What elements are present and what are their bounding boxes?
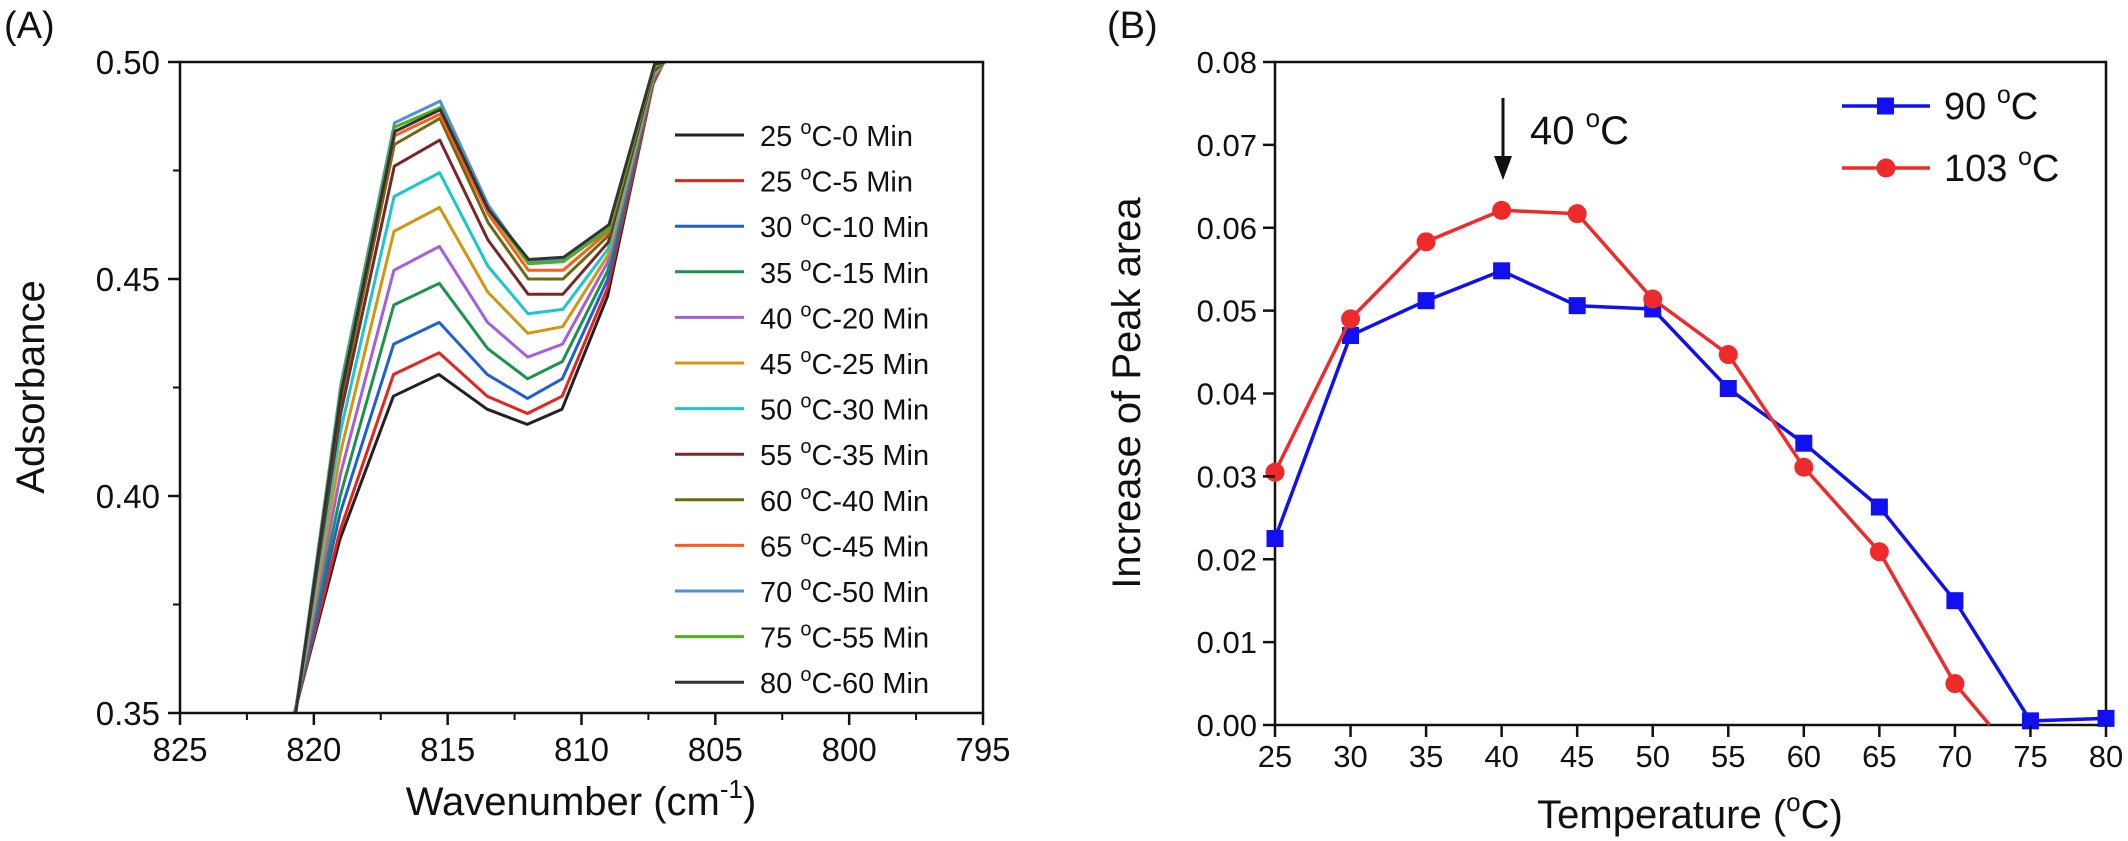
panel-a-series-group <box>292 62 666 713</box>
panel-b-legend: 90 oC 103 oC <box>1842 81 2059 190</box>
legend-label-9: 60 oC-40 Min <box>760 482 929 518</box>
x-tick-label: 30 <box>1333 739 1367 774</box>
y-tick-label: 0.35 <box>96 695 160 732</box>
y-tick-label: 0.06 <box>1197 211 1257 246</box>
y-tick-label: 0.00 <box>1197 708 1257 743</box>
panel-a-y-axis-title: Adsorbance <box>9 280 53 493</box>
data-point-square <box>1719 380 1737 398</box>
y-tick-label: 0.45 <box>96 261 160 298</box>
x-tick-label: 25 <box>1258 739 1292 774</box>
panel-b-series-group <box>1265 200 2115 730</box>
x-tick-label: 800 <box>822 731 877 768</box>
legend-label-2: 25 oC-5 Min <box>760 163 913 199</box>
x-tick-label: 75 <box>2013 739 2047 774</box>
series-line-2 <box>1273 208 1992 727</box>
data-point-circle <box>1416 232 1436 252</box>
x-tick-label: 40 <box>1484 739 1518 774</box>
panel-b-y-axis-title: Increase of Peak area <box>1105 197 1149 589</box>
panel-a-y-axis: 0.35 0.40 0.45 0.50 <box>96 44 180 732</box>
legend-label-13: 80 oC-60 Min <box>760 664 929 700</box>
x-tick-label: 55 <box>1711 739 1745 774</box>
x-tick-label: 35 <box>1409 739 1443 774</box>
annotation-arrow-head-icon <box>1494 156 1512 180</box>
legend-marker-square <box>1877 97 1894 115</box>
y-tick-label: 0.03 <box>1197 459 1257 494</box>
data-point-square <box>2021 712 2039 730</box>
x-tick-label: 70 <box>1938 739 1972 774</box>
panel-a-legend: 25 oC-0 Min 25 oC-5 Min 30 oC-10 Min 35 oC-… <box>675 117 929 700</box>
series-line-7 <box>293 62 666 713</box>
legend-label-2: 103 oC <box>1944 143 2059 190</box>
data-point-circle <box>1643 289 1663 309</box>
x-tick-label: 820 <box>286 731 341 768</box>
y-tick-label: 0.08 <box>1197 45 1257 80</box>
series-line-1 <box>1273 269 2107 723</box>
x-tick-label: 825 <box>152 731 207 768</box>
data-point-circle <box>1492 200 1512 220</box>
panel-b-x-axis-title: Temperature (oC) <box>1537 787 1843 837</box>
panel-a-chart: (A) 825 820 815 810 805 800 795 0.350.400.450.… <box>4 5 1011 824</box>
x-tick-label: 50 <box>1635 739 1669 774</box>
legend-label-11: 70 oC-50 Min <box>760 573 929 609</box>
data-point-square <box>1568 297 1586 315</box>
data-point-square <box>1795 434 1813 452</box>
legend-label-1: 25 oC-0 Min <box>760 117 913 153</box>
panel-a-label: (A) <box>4 5 55 47</box>
legend-label-8: 55 oC-35 Min <box>760 436 929 472</box>
legend-label-5: 40 oC-20 Min <box>760 299 929 335</box>
series-line-13 <box>294 62 666 713</box>
data-point-circle <box>1567 204 1587 224</box>
data-point-square <box>1493 262 1511 280</box>
legend-label-1: 90 oC <box>1944 81 2038 128</box>
data-point-circle <box>1718 345 1738 365</box>
legend-label-7: 50 oC-30 Min <box>760 391 929 427</box>
legend-label-10: 65 oC-45 Min <box>760 527 929 563</box>
panel-a-x-axis-title: Wavenumber (cm-1) <box>406 774 757 824</box>
data-point-square <box>1266 530 1284 548</box>
legend-label-3: 30 oC-10 Min <box>760 208 929 244</box>
panel-b-x-axis: 25 30 35 40 45 50 55 60 65 70 75 80 <box>1258 725 2123 774</box>
y-tick-label: 0.04 <box>1197 377 1257 412</box>
data-point-square <box>1870 498 1888 516</box>
data-point-square <box>2097 709 2115 727</box>
y-tick-label: 0.05 <box>1197 294 1257 329</box>
panel-b-chart: (B) 25 30 35 40 45 50 55 60 65 70 75 80 0.000.010.0… <box>1105 5 2123 837</box>
x-tick-label: 45 <box>1560 739 1594 774</box>
x-tick-label: 80 <box>2089 739 2123 774</box>
data-point-circle <box>1794 457 1814 477</box>
y-tick-label: 0.50 <box>96 44 160 81</box>
legend-label-12: 75 oC-55 Min <box>760 619 929 655</box>
legend-label-4: 35 oC-15 Min <box>760 254 929 290</box>
x-tick-label: 810 <box>554 731 609 768</box>
x-tick-label: 805 <box>688 731 743 768</box>
data-point-circle <box>1869 542 1889 562</box>
y-tick-label: 0.07 <box>1197 128 1257 163</box>
y-tick-label: 0.02 <box>1197 542 1257 577</box>
x-tick-label: 815 <box>420 731 475 768</box>
x-tick-label: 60 <box>1787 739 1821 774</box>
panel-b-label: (B) <box>1107 5 1158 47</box>
panel-a-x-axis: 825 820 815 810 805 800 795 <box>152 713 1011 768</box>
legend-marker-circle <box>1876 158 1896 178</box>
panel-b-annotation: 40 oC <box>1494 98 1629 180</box>
panel-a-frame <box>178 60 985 715</box>
data-point-square <box>1417 292 1435 310</box>
data-point-circle <box>1341 309 1361 329</box>
panel-b-y-axis: 0.00 0.01 0.02 0.03 0.04 0.05 0.06 0.07 0.08 <box>1197 45 1275 743</box>
annotation-label: 40 oC <box>1530 103 1629 153</box>
x-tick-label: 795 <box>955 731 1010 768</box>
data-point-circle <box>1265 462 1285 482</box>
legend-label-6: 45 oC-25 Min <box>760 345 929 381</box>
y-tick-label: 0.01 <box>1197 625 1257 660</box>
data-point-circle <box>1945 674 1965 694</box>
x-tick-label: 65 <box>1862 739 1896 774</box>
y-tick-label: 0.40 <box>96 478 160 515</box>
data-point-square <box>1946 592 1964 610</box>
